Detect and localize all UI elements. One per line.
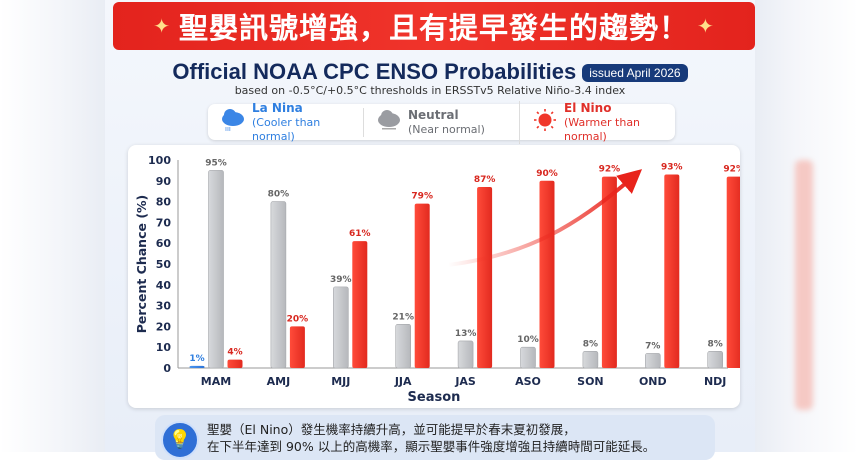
legend: ııı La Nina (Cooler than normal) Neutral(… <box>208 100 675 144</box>
data-label: 95% <box>205 158 227 168</box>
headline-banner: ✦ 聖嬰訊號增強，且有提早發生的趨勢！ ✦ <box>113 2 755 50</box>
data-label: 39% <box>330 275 352 285</box>
y-tick-label: 100 <box>148 154 171 167</box>
bar-chart: 0 10 20 30 40 50 60 70 80 90 100 Percent Chance (%)… <box>134 154 740 405</box>
bar-neutral <box>333 286 349 369</box>
bar-neutral <box>582 351 599 369</box>
y-tick-label: 0 <box>163 362 171 375</box>
data-label: 7% <box>645 341 660 351</box>
y-tick-label: 60 <box>156 237 172 250</box>
bar-el-nino <box>601 176 617 368</box>
legend-item-neutral: Neutral (Near normal) <box>363 107 519 137</box>
legend-desc: (Warmer than normal) <box>564 115 641 143</box>
data-label: 8% <box>708 339 723 349</box>
data-label: 21% <box>392 312 414 322</box>
y-tick-label: 70 <box>156 216 172 229</box>
legend-label: La Nina <box>252 100 303 115</box>
legend-desc: (Cooler than normal) <box>252 115 321 143</box>
headline-text: 聖嬰訊號增強，且有提早發生的趨勢！ <box>178 11 689 45</box>
trend-arrow <box>447 169 643 267</box>
data-label: 92% <box>599 165 621 175</box>
data-label: 10% <box>517 335 539 345</box>
bar-el-nino <box>289 326 305 368</box>
infographic-card: ✦ 聖嬰訊號增強，且有提早發生的趨勢！ ✦ Official NOAA CPC … <box>105 0 755 460</box>
info-line-1: 聖嬰（El Nino）發生機率持續升高，並可能提早於春末夏初發展， <box>207 422 576 437</box>
bar-neutral <box>457 340 474 369</box>
legend-label: Neutral <box>408 107 459 122</box>
data-label: 80% <box>268 190 290 200</box>
y-axis-label: Percent Chance (%) <box>134 195 149 334</box>
cloud-icon <box>376 108 402 136</box>
legend-label: El Nino <box>564 100 612 115</box>
y-tick-label: 90 <box>156 175 172 188</box>
chart-subtitle: based on -0.5°C/+0.5°C thresholds in ERS… <box>234 84 626 97</box>
bar-neutral <box>707 351 724 369</box>
sun-icon <box>532 108 558 136</box>
data-label: 1% <box>189 354 204 364</box>
bar-neutral <box>395 324 412 369</box>
bar-el-nino <box>227 359 243 368</box>
x-tick-label: NDJ <box>704 375 726 388</box>
x-tick-label: ASO <box>515 375 541 388</box>
bar-la-nina <box>189 365 205 368</box>
info-line-2: 在下半年達到 90% 以上的高機率，顯示聖嬰事件強度增強且持續時間可能延長。 <box>207 439 656 454</box>
issued-badge: issued April 2026 <box>582 64 688 83</box>
y-tick-label: 80 <box>156 196 172 209</box>
blurred-background-left <box>0 0 105 452</box>
chart-title: Official NOAA CPC ENSO Probabilities issu… <box>105 59 755 85</box>
bar-el-nino <box>726 176 740 368</box>
x-tick-label: AMJ <box>267 375 291 388</box>
bar-el-nino <box>477 187 493 368</box>
x-tick-label: MJJ <box>331 375 350 388</box>
bar-el-nino <box>414 203 430 368</box>
data-label: 87% <box>474 175 496 185</box>
x-tick-label: MAM <box>201 375 231 388</box>
x-tick-label: OND <box>639 375 667 388</box>
bar-el-nino <box>664 174 680 368</box>
data-label: 4% <box>227 348 242 358</box>
y-tick-label: 50 <box>156 258 172 271</box>
data-label: 61% <box>349 229 371 239</box>
data-label: 20% <box>287 314 309 324</box>
legend-desc: (Near normal) <box>408 122 485 136</box>
chart-title-text: Official NOAA CPC ENSO Probabilities <box>172 59 577 84</box>
chart-panel: 0 10 20 30 40 50 60 70 80 90 100 Percent Chance (%)… <box>128 145 740 408</box>
info-box: 💡 聖嬰（El Nino）發生機率持續升高，並可能提早於春末夏初發展， 在下半年… <box>155 415 715 460</box>
bar-neutral <box>644 353 661 369</box>
y-tick-label: 30 <box>156 300 172 313</box>
data-label: 79% <box>411 192 433 202</box>
sparkle-icon: ✦ <box>697 14 715 38</box>
sparkle-icon: ✦ <box>153 14 171 38</box>
blurred-background-right <box>755 0 858 452</box>
x-tick-label: JJA <box>394 375 412 388</box>
data-label: 8% <box>583 339 598 349</box>
x-tick-label: SON <box>577 375 603 388</box>
data-label: 13% <box>455 329 477 339</box>
x-axis-label: Season <box>408 390 461 405</box>
lightbulb-icon: 💡 <box>161 421 199 459</box>
bar-el-nino <box>539 180 555 368</box>
y-tick-label: 10 <box>156 341 172 354</box>
bar-neutral <box>270 201 287 369</box>
bar-neutral <box>208 170 224 369</box>
y-tick-label: 40 <box>156 279 172 292</box>
y-tick-label: 20 <box>156 320 172 333</box>
bar-neutral <box>520 346 536 369</box>
data-label: 92% <box>723 165 740 175</box>
rain-cloud-icon: ııı <box>220 108 246 136</box>
legend-item-la-nina: ııı La Nina (Cooler than normal) <box>208 101 363 144</box>
svg-text:ııı: ııı <box>225 125 231 132</box>
data-label: 90% <box>536 169 558 179</box>
data-label: 93% <box>661 163 683 173</box>
legend-item-el-nino: El Nino (Warmer than normal) <box>519 100 675 144</box>
bar-el-nino <box>352 241 368 368</box>
x-tick-label: JAS <box>454 375 476 388</box>
